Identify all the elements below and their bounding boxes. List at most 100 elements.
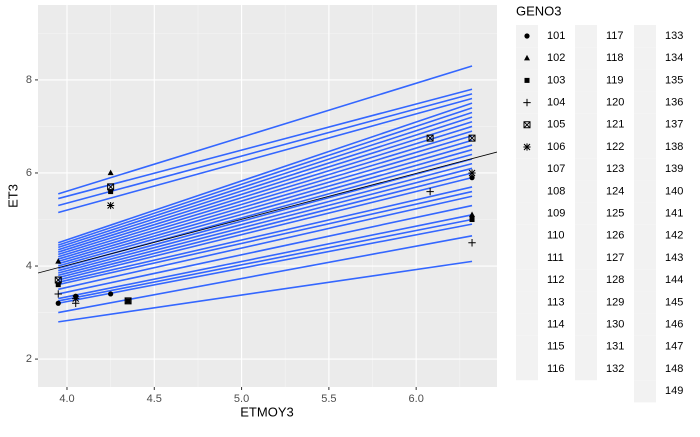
legend-label: 115 bbox=[547, 341, 565, 353]
legend-key bbox=[575, 25, 597, 48]
legend-label: 102 bbox=[547, 52, 565, 64]
legend-symbol bbox=[523, 143, 531, 151]
legend-label: 134 bbox=[665, 52, 683, 64]
legend-key bbox=[516, 158, 538, 181]
fit-line bbox=[58, 134, 473, 260]
point bbox=[469, 211, 476, 218]
legend-label: 139 bbox=[665, 163, 683, 175]
legend-label: 109 bbox=[547, 208, 565, 220]
fit-line bbox=[58, 125, 473, 256]
x-tick-label: 5.0 bbox=[234, 393, 249, 405]
legend-key bbox=[634, 291, 656, 314]
legend-label: 108 bbox=[547, 185, 565, 197]
fit-line bbox=[58, 97, 473, 214]
legend-key bbox=[575, 358, 597, 381]
legend-key bbox=[634, 247, 656, 270]
legend-key bbox=[634, 358, 656, 381]
fit-line bbox=[58, 214, 473, 300]
legend-key bbox=[516, 358, 538, 381]
y-tick-label: 4 bbox=[26, 260, 32, 272]
point bbox=[55, 300, 61, 306]
point bbox=[468, 169, 476, 177]
y-axis-label: ET3 bbox=[5, 184, 20, 208]
x-tick-label: 4.0 bbox=[59, 393, 74, 405]
fit-line bbox=[58, 186, 473, 284]
legend-key bbox=[634, 158, 656, 181]
fit-line bbox=[58, 162, 473, 274]
point bbox=[54, 276, 62, 284]
legend-key bbox=[516, 202, 538, 225]
legend-label: 127 bbox=[606, 252, 624, 264]
fit-line bbox=[57, 102, 473, 244]
legend-symbol bbox=[523, 121, 531, 129]
legend-label: 128 bbox=[606, 274, 624, 286]
point bbox=[468, 134, 476, 142]
legend-label: 110 bbox=[547, 230, 565, 242]
legend-key bbox=[634, 136, 656, 159]
fit-line bbox=[58, 88, 473, 200]
legend-key bbox=[634, 180, 656, 203]
point bbox=[426, 187, 434, 196]
legend-label: 133 bbox=[665, 30, 683, 42]
legend-symbol bbox=[524, 33, 530, 39]
fit-line bbox=[58, 167, 473, 277]
legend-label: 119 bbox=[606, 74, 624, 86]
legend-key bbox=[575, 269, 597, 292]
fit-line bbox=[58, 158, 473, 272]
legend-key bbox=[575, 247, 597, 270]
legend-symbol bbox=[524, 54, 530, 61]
point bbox=[55, 258, 62, 264]
legend-key bbox=[634, 269, 656, 292]
legend-key bbox=[575, 313, 597, 336]
legend-label: 118 bbox=[606, 52, 624, 64]
legend-label: 101 bbox=[547, 30, 565, 42]
fit-line bbox=[58, 172, 473, 279]
point bbox=[469, 216, 475, 222]
legend-label: 126 bbox=[606, 230, 624, 242]
point bbox=[107, 169, 114, 176]
legend-key bbox=[516, 180, 538, 203]
fit-line bbox=[58, 218, 473, 302]
legend-label: 145 bbox=[665, 296, 683, 308]
legend-label: 130 bbox=[606, 319, 624, 331]
legend-key bbox=[634, 380, 656, 403]
legend-key bbox=[634, 69, 656, 92]
legend-label: 144 bbox=[665, 274, 683, 286]
legend-key bbox=[634, 47, 656, 70]
legend-key bbox=[575, 69, 597, 92]
fit-line bbox=[58, 65, 473, 195]
legend-label: 121 bbox=[606, 119, 624, 131]
legend-label: 129 bbox=[606, 296, 624, 308]
legend-label: 106 bbox=[547, 141, 565, 153]
legend-key bbox=[575, 224, 597, 247]
legend-key bbox=[634, 25, 656, 48]
legend-symbol bbox=[523, 98, 531, 107]
y-tick-label: 2 bbox=[26, 353, 32, 365]
legend-label: 113 bbox=[547, 296, 565, 308]
legend-label: 135 bbox=[665, 74, 683, 86]
legend-key bbox=[516, 313, 538, 336]
fit-line bbox=[58, 223, 473, 305]
legend-key bbox=[516, 335, 538, 358]
legend-label: 132 bbox=[606, 363, 624, 375]
legend-label: 148 bbox=[665, 363, 683, 375]
legend-key bbox=[575, 158, 597, 181]
point bbox=[72, 294, 80, 303]
fit-line bbox=[58, 260, 473, 323]
legend-label: 117 bbox=[606, 30, 624, 42]
point bbox=[55, 282, 61, 288]
legend-label: 138 bbox=[665, 141, 683, 153]
legend-key bbox=[634, 202, 656, 225]
legend-key bbox=[575, 91, 597, 114]
legend-label: 123 bbox=[606, 163, 624, 175]
legend-key bbox=[575, 113, 597, 136]
overall-line bbox=[38, 151, 497, 274]
legend-label: 120 bbox=[606, 97, 624, 109]
legend-key bbox=[516, 291, 538, 314]
point bbox=[108, 189, 114, 195]
legend-title: GENO3 bbox=[516, 3, 562, 18]
legend-key bbox=[575, 202, 597, 225]
legend-label: 116 bbox=[547, 363, 565, 375]
legend-label: 125 bbox=[606, 208, 624, 220]
legend-key bbox=[634, 91, 656, 114]
